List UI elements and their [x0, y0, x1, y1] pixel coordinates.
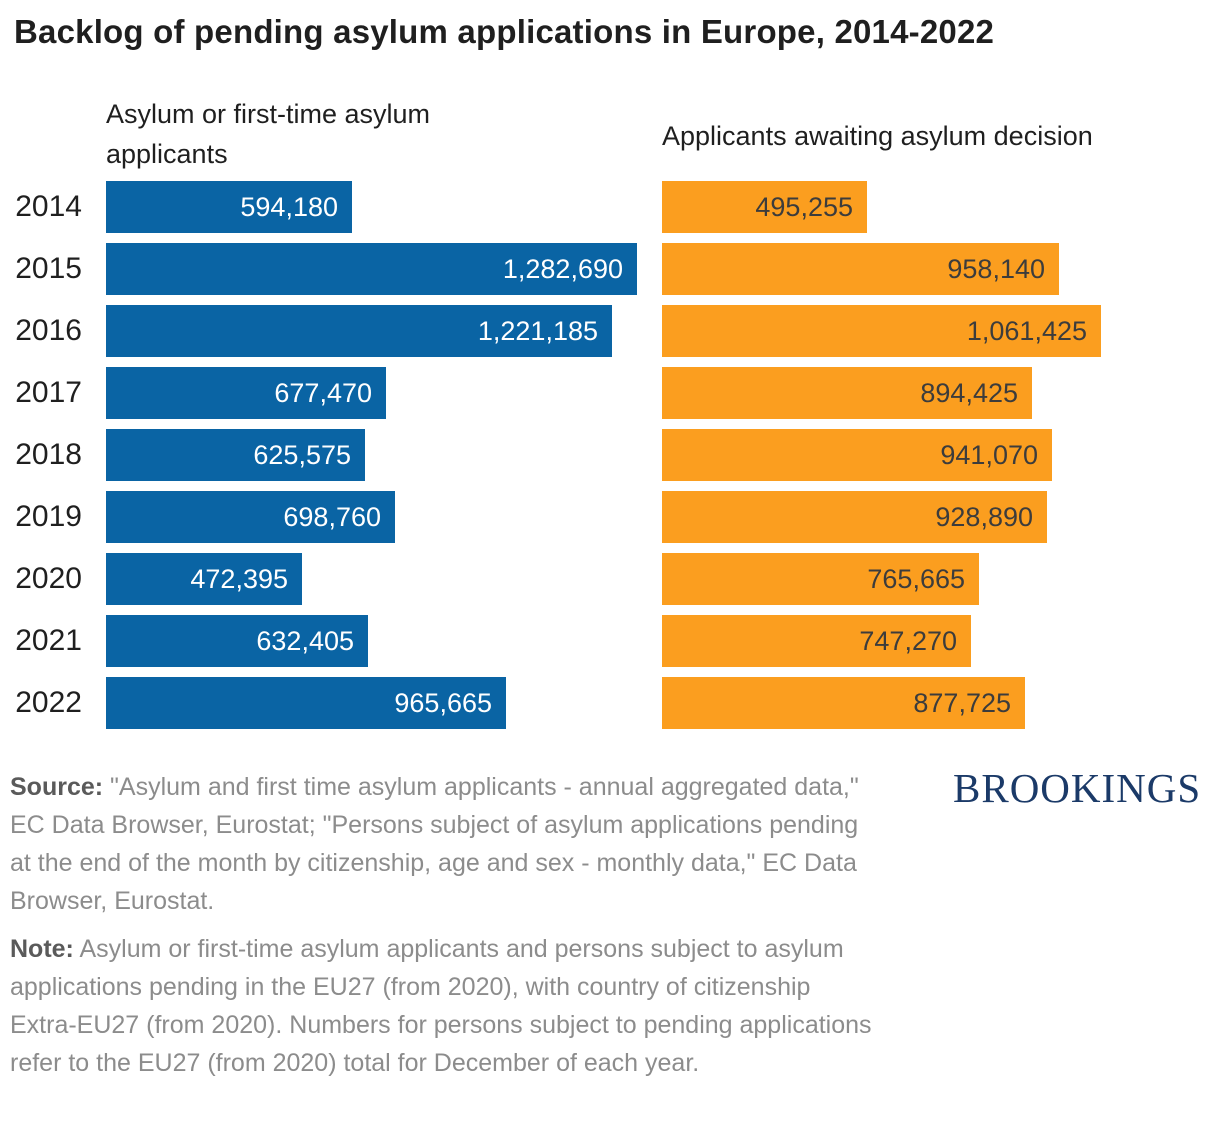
bar-value-label: 472,395: [190, 563, 288, 594]
chart-row-2016: 2016 1,221,185 1,061,425: [0, 305, 1220, 357]
pending-bar: 941,070: [662, 429, 1052, 481]
pending-bar: 1,061,425: [662, 305, 1101, 357]
chart-row-2021: 2021 632,405 747,270: [0, 615, 1220, 667]
bar-value-label: 632,405: [256, 625, 354, 656]
bar-chart: 2014 594,180 495,255 2015 1,282,690 958,140 20…: [0, 181, 1220, 741]
note-body: Asylum or first-time asylum applicants a…: [10, 935, 872, 1077]
applicants-bar: 1,221,185: [106, 305, 612, 357]
bar-value-label: 894,425: [920, 377, 1018, 408]
bar-value-label: 928,890: [935, 501, 1033, 532]
bar-value-label: 594,180: [240, 191, 338, 222]
right-series-header: Applicants awaiting asylum decision: [662, 121, 1093, 151]
year-label: 2020: [15, 562, 82, 595]
note-text: Note: Asylum or first-time asylum applic…: [10, 930, 878, 1082]
pending-bar: 958,140: [662, 243, 1059, 295]
year-label: 2017: [15, 376, 82, 409]
chart-row-2020: 2020 472,395 765,665: [0, 553, 1220, 605]
applicants-bar: 698,760: [106, 491, 395, 543]
chart-row-2017: 2017 677,470 894,425: [0, 367, 1220, 419]
bar-value-label: 958,140: [947, 253, 1045, 284]
left-series-header: Asylum or first-time asylum applicants: [106, 99, 431, 169]
bar-value-label: 1,061,425: [966, 315, 1087, 346]
bar-value-label: 877,725: [913, 687, 1011, 718]
chart-row-2019: 2019 698,760 928,890: [0, 491, 1220, 543]
source-text: Source: "Asylum and first time asylum ap…: [10, 768, 878, 920]
pending-bar: 877,725: [662, 677, 1025, 729]
pending-bar: 894,425: [662, 367, 1032, 419]
applicants-bar: 632,405: [106, 615, 368, 667]
year-label: 2014: [15, 190, 82, 223]
bar-value-label: 625,575: [253, 439, 351, 470]
year-label: 2018: [15, 438, 82, 471]
brookings-logo: BROOKINGS: [953, 765, 1202, 811]
bar-value-label: 1,221,185: [477, 315, 598, 346]
applicants-bar: 677,470: [106, 367, 386, 419]
chart-row-2022: 2022 965,665 877,725: [0, 677, 1220, 729]
applicants-bar: 965,665: [106, 677, 506, 729]
chart-title: Backlog of pending asylum applications i…: [14, 13, 995, 50]
pending-bar: 928,890: [662, 491, 1047, 543]
source-body: "Asylum and first time asylum applicants…: [10, 773, 859, 915]
chart-row-2015: 2015 1,282,690 958,140: [0, 243, 1220, 295]
pending-bar: 495,255: [662, 181, 867, 233]
applicants-bar: 472,395: [106, 553, 302, 605]
source-label: Source:: [10, 773, 104, 801]
applicants-bar: 594,180: [106, 181, 352, 233]
note-label: Note:: [10, 935, 74, 963]
year-label: 2015: [15, 252, 82, 285]
year-label: 2019: [15, 500, 82, 533]
applicants-bar: 1,282,690: [106, 243, 637, 295]
pending-bar: 765,665: [662, 553, 979, 605]
bar-value-label: 698,760: [283, 501, 381, 532]
bar-value-label: 747,270: [859, 625, 957, 656]
year-label: 2016: [15, 314, 82, 347]
year-label: 2022: [15, 686, 82, 719]
bar-value-label: 765,665: [867, 563, 965, 594]
chart-row-2018: 2018 625,575 941,070: [0, 429, 1220, 481]
bar-value-label: 965,665: [394, 687, 492, 718]
chart-row-2014: 2014 594,180 495,255: [0, 181, 1220, 233]
year-label: 2021: [15, 624, 82, 657]
bar-value-label: 495,255: [755, 191, 853, 222]
applicants-bar: 625,575: [106, 429, 365, 481]
bar-value-label: 941,070: [940, 439, 1038, 470]
pending-bar: 747,270: [662, 615, 971, 667]
bar-value-label: 677,470: [274, 377, 372, 408]
bar-value-label: 1,282,690: [502, 253, 623, 284]
